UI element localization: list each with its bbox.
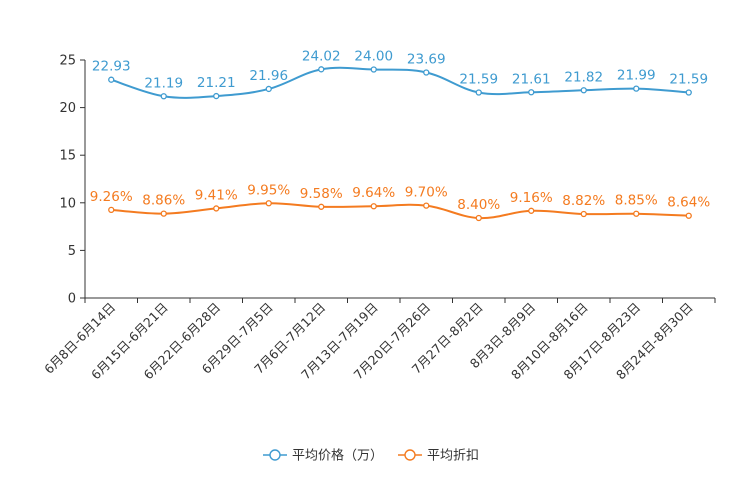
data-point — [528, 89, 535, 96]
legend-label: 平均折扣 — [427, 449, 479, 464]
data-label: 9.26% — [90, 189, 133, 205]
data-point — [370, 203, 377, 210]
data-point — [633, 210, 640, 217]
data-point — [685, 212, 692, 219]
data-label: 21.59 — [459, 71, 498, 87]
data-label: 9.58% — [300, 186, 343, 202]
axes: 05101520256月8日-6月14日6月15日-6月21日6月22日-6月2… — [41, 54, 716, 382]
y-tick-label: 5 — [68, 244, 76, 259]
data-point — [580, 210, 587, 218]
series-layer — [108, 66, 692, 222]
data-point — [685, 89, 692, 96]
series-line — [111, 202, 689, 220]
series-2 — [108, 200, 692, 222]
data-point — [633, 85, 640, 92]
data-label: 21.61 — [512, 71, 551, 87]
data-point — [265, 85, 272, 93]
data-point — [318, 203, 325, 210]
data-point — [580, 87, 587, 94]
legend-marker-icon — [404, 449, 416, 461]
data-label: 24.00 — [354, 49, 393, 65]
data-label: 9.95% — [247, 182, 290, 198]
y-tick-label: 10 — [59, 196, 76, 211]
data-label: 8.85% — [615, 193, 658, 209]
data-labels: 22.93 21.19 21.21 21.96 24.02 24.00 23.69 21.59… — [90, 48, 711, 213]
data-point — [318, 66, 325, 73]
data-label: 23.69 — [407, 51, 446, 67]
data-label: 9.70% — [405, 185, 448, 201]
data-point — [108, 206, 115, 213]
data-point — [160, 93, 167, 100]
legend: 平均价格（万） 平均折扣 — [263, 448, 479, 464]
data-label: 8.82% — [562, 193, 605, 209]
data-point — [475, 89, 482, 96]
data-point — [213, 205, 220, 212]
data-point — [160, 210, 167, 217]
data-point — [475, 214, 482, 222]
data-point — [370, 66, 377, 73]
series-line — [110, 66, 689, 99]
legend-item-2[interactable]: 平均折扣 — [398, 449, 479, 464]
data-label: 22.93 — [92, 59, 131, 75]
legend-marker-icon — [269, 449, 281, 461]
data-point — [423, 202, 430, 209]
data-label: 9.41% — [195, 187, 238, 203]
data-point — [108, 76, 115, 83]
data-label: 9.64% — [352, 185, 395, 201]
data-label: 21.59 — [669, 71, 708, 87]
y-tick-label: 15 — [59, 149, 76, 164]
data-label: 9.16% — [510, 190, 553, 206]
data-point — [265, 200, 272, 207]
data-label: 21.21 — [197, 75, 236, 91]
data-point — [423, 69, 430, 76]
y-tick-label: 20 — [59, 101, 76, 116]
y-tick-label: 0 — [68, 292, 76, 307]
y-tick-label: 25 — [59, 54, 76, 69]
legend-label: 平均价格（万） — [292, 448, 383, 464]
data-label: 21.96 — [249, 68, 288, 84]
data-label: 8.40% — [457, 197, 500, 213]
data-label: 21.99 — [617, 68, 656, 84]
data-point — [213, 92, 220, 100]
data-label: 21.19 — [144, 75, 183, 91]
data-label: 8.64% — [667, 195, 710, 211]
data-label: 21.82 — [564, 69, 603, 85]
data-point — [528, 207, 535, 214]
data-label: 24.02 — [302, 48, 341, 64]
legend-item-1[interactable]: 平均价格（万） — [263, 448, 383, 464]
series-1 — [108, 66, 692, 100]
data-label: 8.86% — [142, 193, 185, 209]
